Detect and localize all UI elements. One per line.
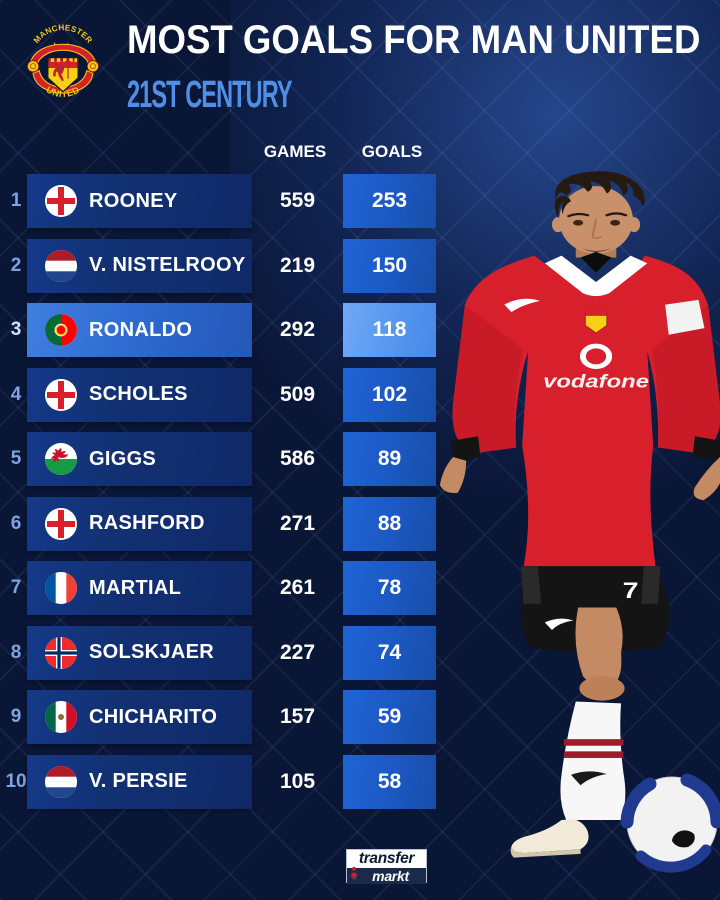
- svg-text:MANCHESTER: MANCHESTER: [32, 24, 94, 45]
